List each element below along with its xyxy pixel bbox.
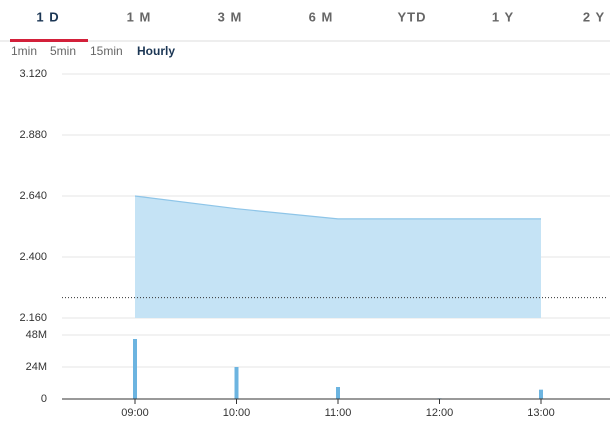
volume-bar xyxy=(539,389,543,399)
y-tick-label: 2.640 xyxy=(19,190,47,202)
active-tab-underline xyxy=(10,39,88,42)
y-tick-label: 2.160 xyxy=(19,312,47,324)
range-tab[interactable]: 1 Y xyxy=(492,9,514,24)
range-tab[interactable]: 3 M xyxy=(218,9,243,24)
x-tick-label: 10:00 xyxy=(223,407,251,419)
x-tick-label: 12:00 xyxy=(426,407,454,419)
y-tick-label: 3.120 xyxy=(19,68,47,80)
interval-tab[interactable]: Hourly xyxy=(137,44,175,58)
x-tick-label: 09:00 xyxy=(121,407,149,419)
price-area xyxy=(135,196,541,318)
x-tick-label: 11:00 xyxy=(325,407,352,419)
interval-tab[interactable]: 15min xyxy=(90,44,123,58)
y-tick-label: 2.880 xyxy=(19,129,47,141)
y-tick-label: 0 xyxy=(41,393,47,405)
price-line xyxy=(134,195,541,220)
range-tab[interactable]: 1 M xyxy=(127,9,152,24)
interval-tab[interactable]: 5min xyxy=(50,44,76,58)
range-tab[interactable]: 6 M xyxy=(309,9,334,24)
volume-bar xyxy=(234,367,239,399)
y-tick-label: 2.400 xyxy=(19,251,47,263)
volume-bar xyxy=(133,339,137,399)
range-tab[interactable]: 2 Y xyxy=(583,9,605,24)
interval-tab[interactable]: 1min xyxy=(11,44,37,58)
y-tick-label: 24M xyxy=(26,361,47,373)
y-tick-label: 48M xyxy=(26,329,47,341)
volume-bar xyxy=(336,387,340,399)
range-tab[interactable]: YTD xyxy=(398,9,427,24)
x-tick-label: 13:00 xyxy=(527,407,555,419)
range-tab[interactable]: 1 D xyxy=(36,9,59,24)
